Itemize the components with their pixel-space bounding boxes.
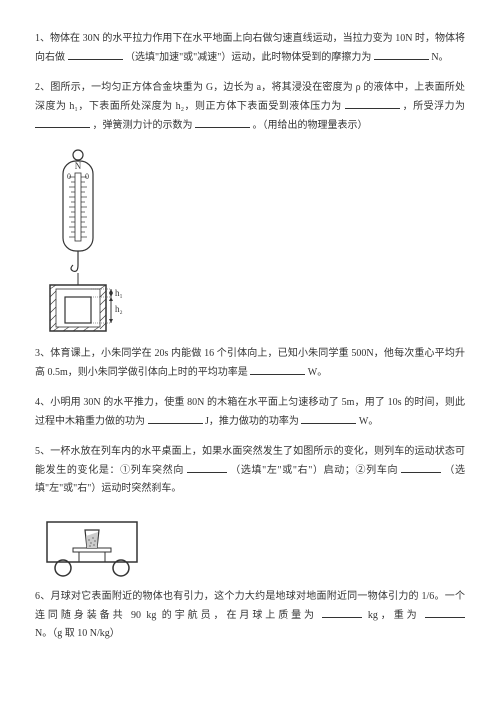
- q4-text-c: W。: [359, 416, 378, 427]
- q4-blank-1: [148, 412, 203, 424]
- q5-blank-1: [187, 461, 227, 473]
- q4-blank-2: [301, 412, 356, 424]
- figure-spring-scale: N 0 0: [35, 147, 465, 337]
- q5-text-b: （选填"左"或"右"）启动；②列车向: [230, 465, 398, 476]
- question-6: 6、月球对它表面附近的物体也有引力，这个力大约是地球对地面附近同一物体引力的 1…: [35, 588, 465, 643]
- q1-text-c: N。: [431, 52, 448, 63]
- q6-text-b: kg，重为: [368, 610, 420, 621]
- q1-blank-1: [68, 48, 123, 60]
- q2-blank-2: [35, 116, 90, 128]
- q1-text-b: （选填"加速"或"减速"）运动，此时物体受到的摩擦力为: [125, 52, 371, 63]
- question-2: 2、图所示，一均匀正方体合金块重为 G，边长为 a，将其浸没在密度为 ρ 的液体…: [35, 79, 465, 135]
- q3-text-b: W。: [308, 367, 327, 378]
- q6-blank-2: [425, 606, 465, 618]
- question-5: 5、一杯水放在列车内的水平桌面上，如果水面突然发生了如图所示的变化，则列车的运动…: [35, 443, 465, 498]
- q6-blank-1: [322, 606, 362, 618]
- q2-text-d: 。（用给出的物理量表示）: [253, 120, 368, 131]
- figure-train-cup: [35, 510, 465, 580]
- figure1-label-h1: h₁: [115, 288, 123, 298]
- figure1-label-zero-right: 0: [85, 172, 89, 181]
- question-1: 1、物体在 30N 的水平拉力作用下在水平地面上向右做匀速直线运动，当拉力变为 …: [35, 30, 465, 67]
- q6-text-c: N。（g 取 10 N/kg）: [35, 628, 120, 639]
- q3-blank-1: [250, 363, 305, 375]
- q5-blank-2: [401, 461, 441, 473]
- question-3: 3、体育课上，小朱同学在 20s 内能做 16 个引体向上，已知小朱同学重 50…: [35, 345, 465, 382]
- q2-text-c: ，弹簧测力计的示数为: [93, 120, 193, 131]
- q2-text-b: ，所受浮力为: [403, 101, 465, 112]
- q2-blank-1: [345, 97, 400, 109]
- figure1-label-zero-left: 0: [67, 172, 71, 181]
- figure1-label-N: N: [75, 161, 82, 171]
- q4-text-b: J，推力做功的功率为: [205, 416, 299, 427]
- q2-text-a: 2、图所示，一均匀正方体合金块重为 G，边长为 a，将其浸没在密度为 ρ 的液体…: [35, 82, 465, 112]
- figure1-label-h2: h₂: [115, 304, 123, 314]
- q2-blank-3: [195, 116, 250, 128]
- question-4: 4、小明用 30N 的水平推力，使重 80N 的木箱在水平面上匀速移动了 5m，…: [35, 394, 465, 431]
- q1-blank-2: [374, 48, 429, 60]
